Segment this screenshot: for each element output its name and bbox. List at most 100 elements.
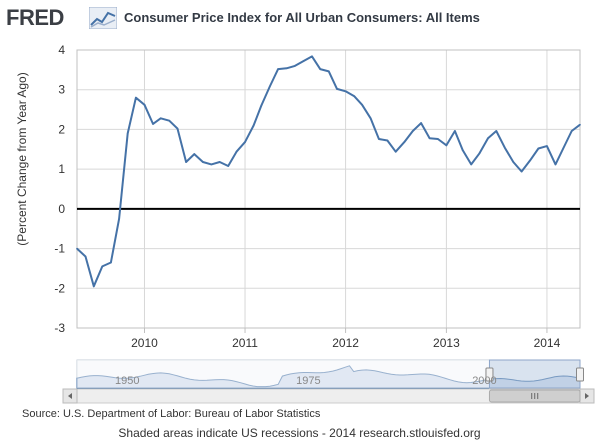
source-text: Source: U.S. Department of Labor: Bureau… bbox=[22, 408, 321, 420]
data-point bbox=[93, 285, 95, 288]
data-point bbox=[135, 96, 137, 99]
x-tick-label: 2012 bbox=[332, 336, 359, 350]
data-point bbox=[386, 139, 389, 142]
x-axis-ticks: 2010 2011 2012 2013 2014 bbox=[131, 328, 561, 350]
data-point bbox=[562, 147, 564, 150]
grid bbox=[77, 49, 580, 329]
data-point bbox=[512, 161, 515, 163]
data-point bbox=[394, 150, 397, 153]
y-tick-label: 1 bbox=[58, 162, 65, 176]
data-point bbox=[495, 130, 498, 132]
data-point bbox=[454, 130, 456, 132]
data-point bbox=[470, 163, 472, 166]
data-point bbox=[176, 127, 179, 130]
data-point bbox=[235, 150, 238, 153]
data-point bbox=[101, 265, 104, 268]
chevron-right-icon bbox=[585, 393, 589, 399]
y-tick-label: -1 bbox=[54, 242, 65, 256]
y-tick-label: -3 bbox=[54, 321, 65, 335]
data-point bbox=[546, 145, 548, 147]
data-point bbox=[244, 141, 246, 143]
data-point bbox=[302, 60, 305, 62]
x-tick-label: 2010 bbox=[131, 336, 158, 350]
y-tick-label: 0 bbox=[58, 202, 65, 216]
chart-title: Consumer Price Index for All Urban Consu… bbox=[124, 10, 480, 25]
y-tick-label: 3 bbox=[58, 83, 65, 97]
data-point bbox=[76, 247, 78, 250]
data-point bbox=[378, 138, 380, 140]
data-point bbox=[520, 170, 523, 173]
data-point bbox=[369, 117, 372, 120]
footer-note[interactable]: Shaded areas indicate US recessions - 20… bbox=[118, 426, 481, 440]
data-point bbox=[529, 159, 531, 162]
data-point bbox=[110, 261, 112, 264]
plot-area bbox=[76, 49, 581, 329]
data-point bbox=[218, 161, 221, 163]
scrollbar[interactable] bbox=[62, 388, 595, 404]
data-point bbox=[570, 130, 573, 132]
data-point bbox=[227, 165, 230, 167]
x-tick-label: 2013 bbox=[433, 336, 460, 350]
y-axis-title: (Percent Change from Year Ago) bbox=[15, 72, 29, 245]
fred-logo[interactable]: FRED bbox=[6, 5, 64, 30]
data-point bbox=[294, 65, 296, 67]
data-point bbox=[344, 90, 347, 93]
data-point bbox=[353, 95, 355, 97]
navigator-series bbox=[76, 365, 581, 389]
data-point bbox=[277, 68, 279, 70]
data-point bbox=[411, 130, 414, 132]
series-line bbox=[76, 55, 581, 288]
y-tick-label: 2 bbox=[58, 122, 65, 136]
x-tick-label: 2014 bbox=[534, 336, 561, 350]
data-point bbox=[143, 104, 146, 106]
data-point bbox=[319, 68, 322, 70]
data-point bbox=[537, 147, 540, 150]
navigator-year-label: 2000 bbox=[472, 375, 496, 387]
series-layer bbox=[76, 55, 581, 288]
data-point bbox=[554, 163, 557, 166]
data-point bbox=[269, 85, 271, 88]
navigator-selected-range[interactable] bbox=[488, 359, 581, 389]
x-tick-label: 2011 bbox=[232, 336, 258, 350]
data-point bbox=[361, 104, 363, 106]
data-point bbox=[437, 138, 439, 140]
y-tick-label: 4 bbox=[58, 43, 65, 57]
data-point bbox=[202, 161, 204, 163]
data-point bbox=[260, 104, 263, 107]
data-point bbox=[118, 217, 120, 220]
y-axis-ticks: -3 -2 -1 0 1 2 3 4 bbox=[54, 43, 65, 335]
data-point bbox=[185, 161, 187, 163]
navigator-year-label: 1975 bbox=[296, 375, 320, 387]
fred-chart-icon bbox=[89, 7, 117, 29]
data-point bbox=[403, 141, 406, 143]
data-point bbox=[478, 152, 481, 155]
data-point bbox=[285, 67, 288, 70]
data-point bbox=[461, 149, 464, 151]
data-point bbox=[327, 70, 330, 73]
navigator-left-handle[interactable] bbox=[485, 367, 494, 382]
navigator-right-handle[interactable] bbox=[576, 367, 584, 382]
data-point bbox=[311, 55, 313, 58]
navigator-year-label: 1950 bbox=[115, 375, 139, 387]
data-point bbox=[420, 122, 422, 124]
navigator-mask bbox=[77, 360, 490, 388]
data-point bbox=[428, 137, 431, 139]
chevron-left-icon bbox=[68, 393, 72, 399]
y-tick-label: -2 bbox=[54, 281, 65, 295]
navigator[interactable]: 1950 1975 2000 bbox=[76, 359, 584, 389]
data-point bbox=[210, 163, 213, 166]
data-point bbox=[193, 153, 196, 155]
data-point bbox=[252, 124, 255, 127]
data-point bbox=[152, 123, 154, 125]
data-point bbox=[503, 146, 506, 149]
data-point bbox=[579, 123, 581, 126]
data-point bbox=[126, 132, 129, 135]
data-point bbox=[336, 88, 338, 90]
data-point bbox=[84, 255, 87, 258]
data-point bbox=[159, 117, 162, 120]
chart-header: FRED Consumer Price Index for All Urban … bbox=[0, 0, 599, 40]
data-point bbox=[445, 144, 448, 147]
data-point bbox=[168, 119, 171, 122]
data-point bbox=[487, 137, 489, 139]
